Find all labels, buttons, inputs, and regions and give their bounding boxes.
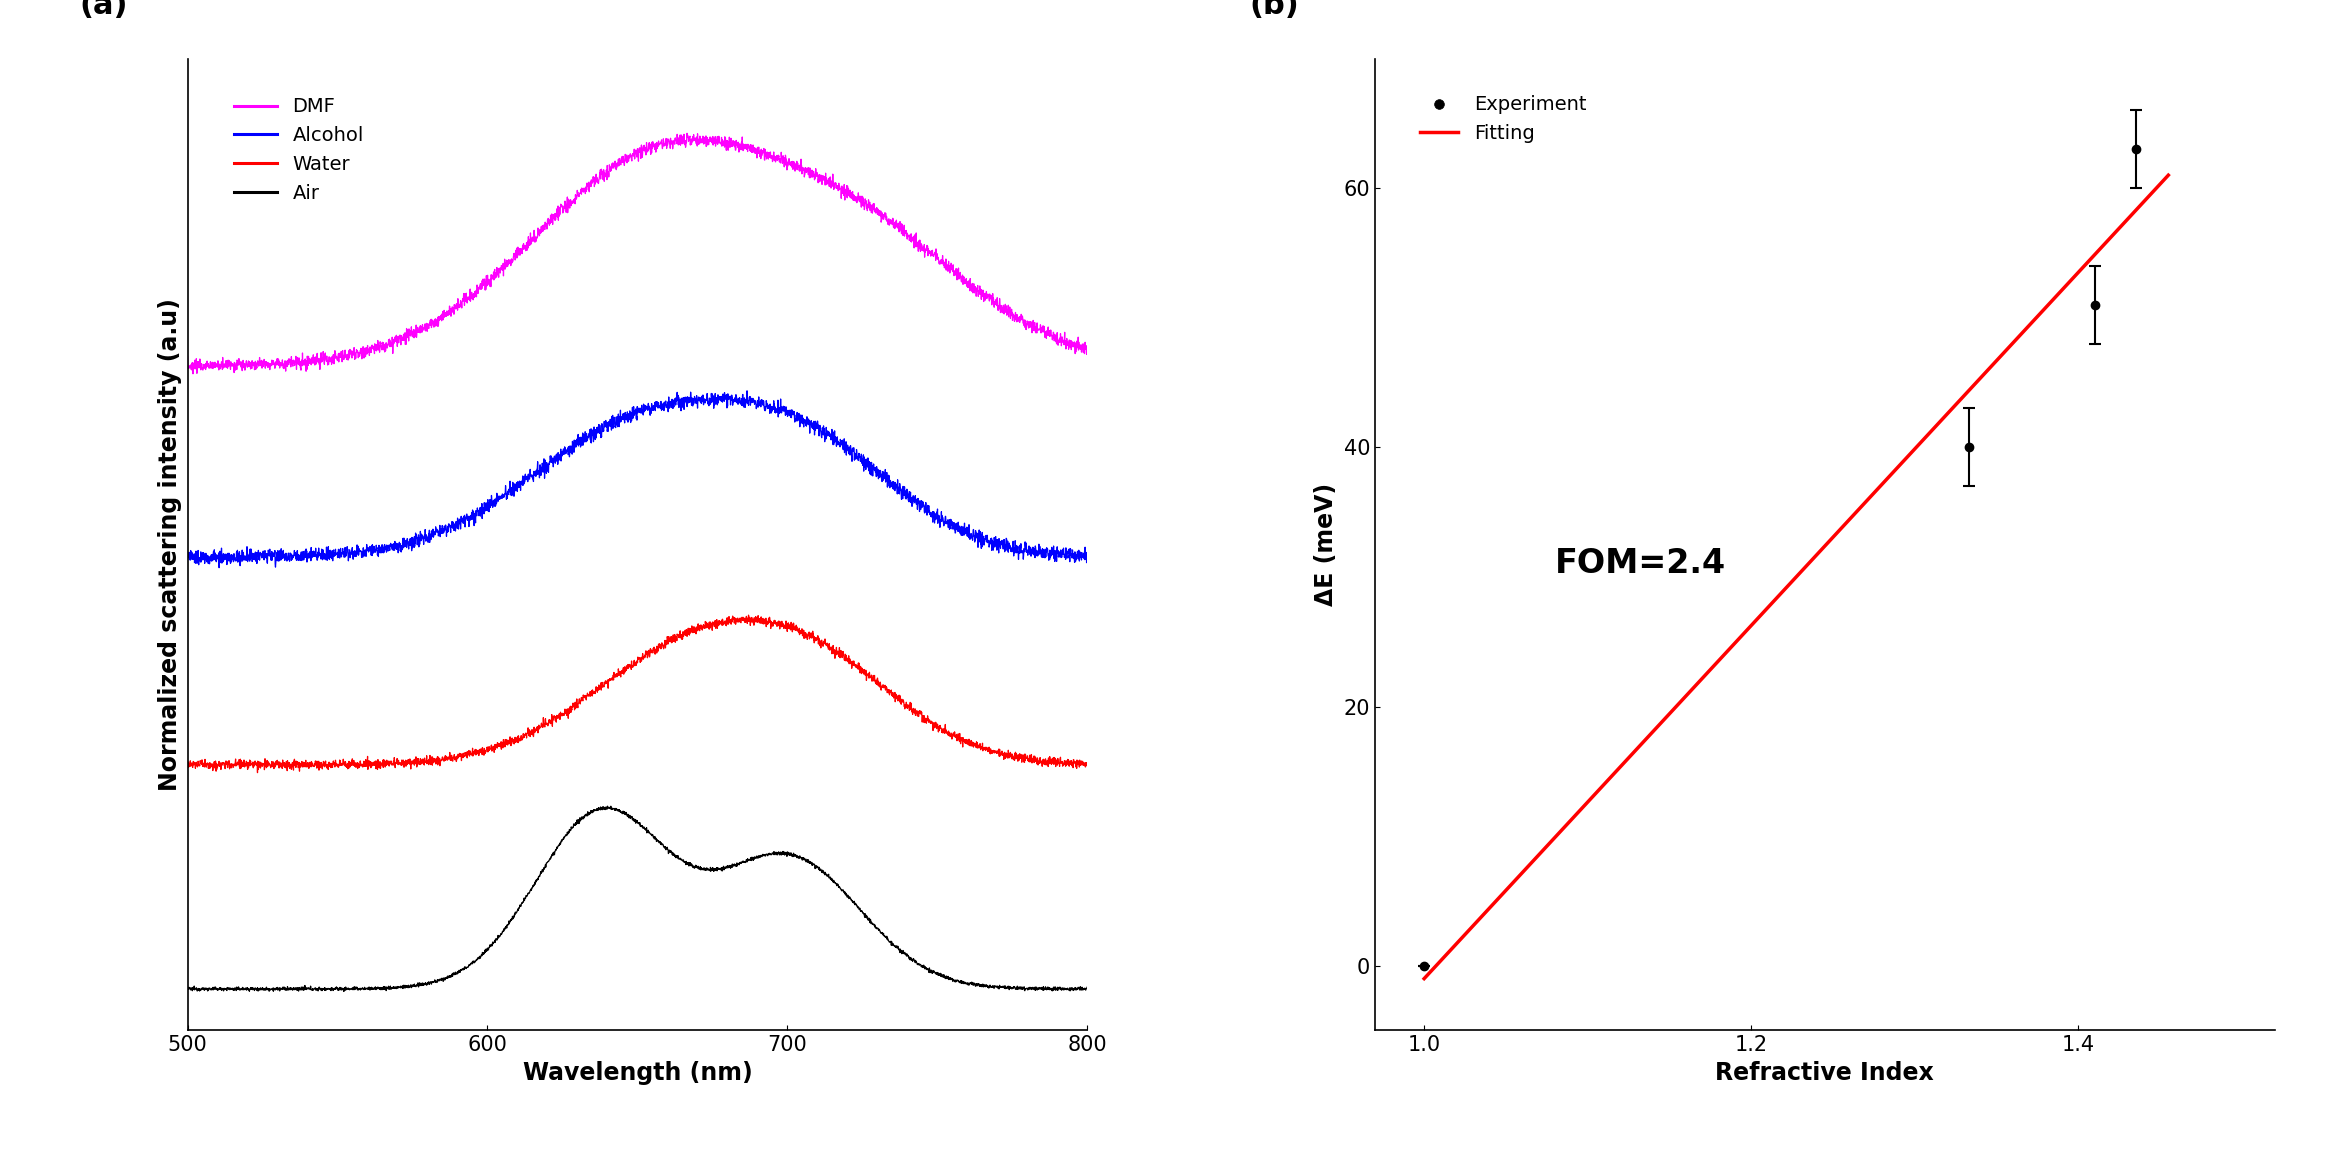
Y-axis label: Normalized scattering intensity (a.u): Normalized scattering intensity (a.u) [157, 299, 183, 790]
Y-axis label: ΔE (meV): ΔE (meV) [1313, 482, 1339, 607]
X-axis label: Refractive Index: Refractive Index [1717, 1061, 1935, 1084]
Text: FOM=2.4: FOM=2.4 [1555, 548, 1726, 581]
Legend: Experiment, Fitting: Experiment, Fitting [1412, 88, 1595, 151]
Text: (a): (a) [80, 0, 129, 20]
Legend: DMF, Alcohol, Water, Air: DMF, Alcohol, Water, Air [225, 88, 373, 212]
Text: (b): (b) [1250, 0, 1299, 20]
X-axis label: Wavelength (nm): Wavelength (nm) [523, 1061, 753, 1084]
